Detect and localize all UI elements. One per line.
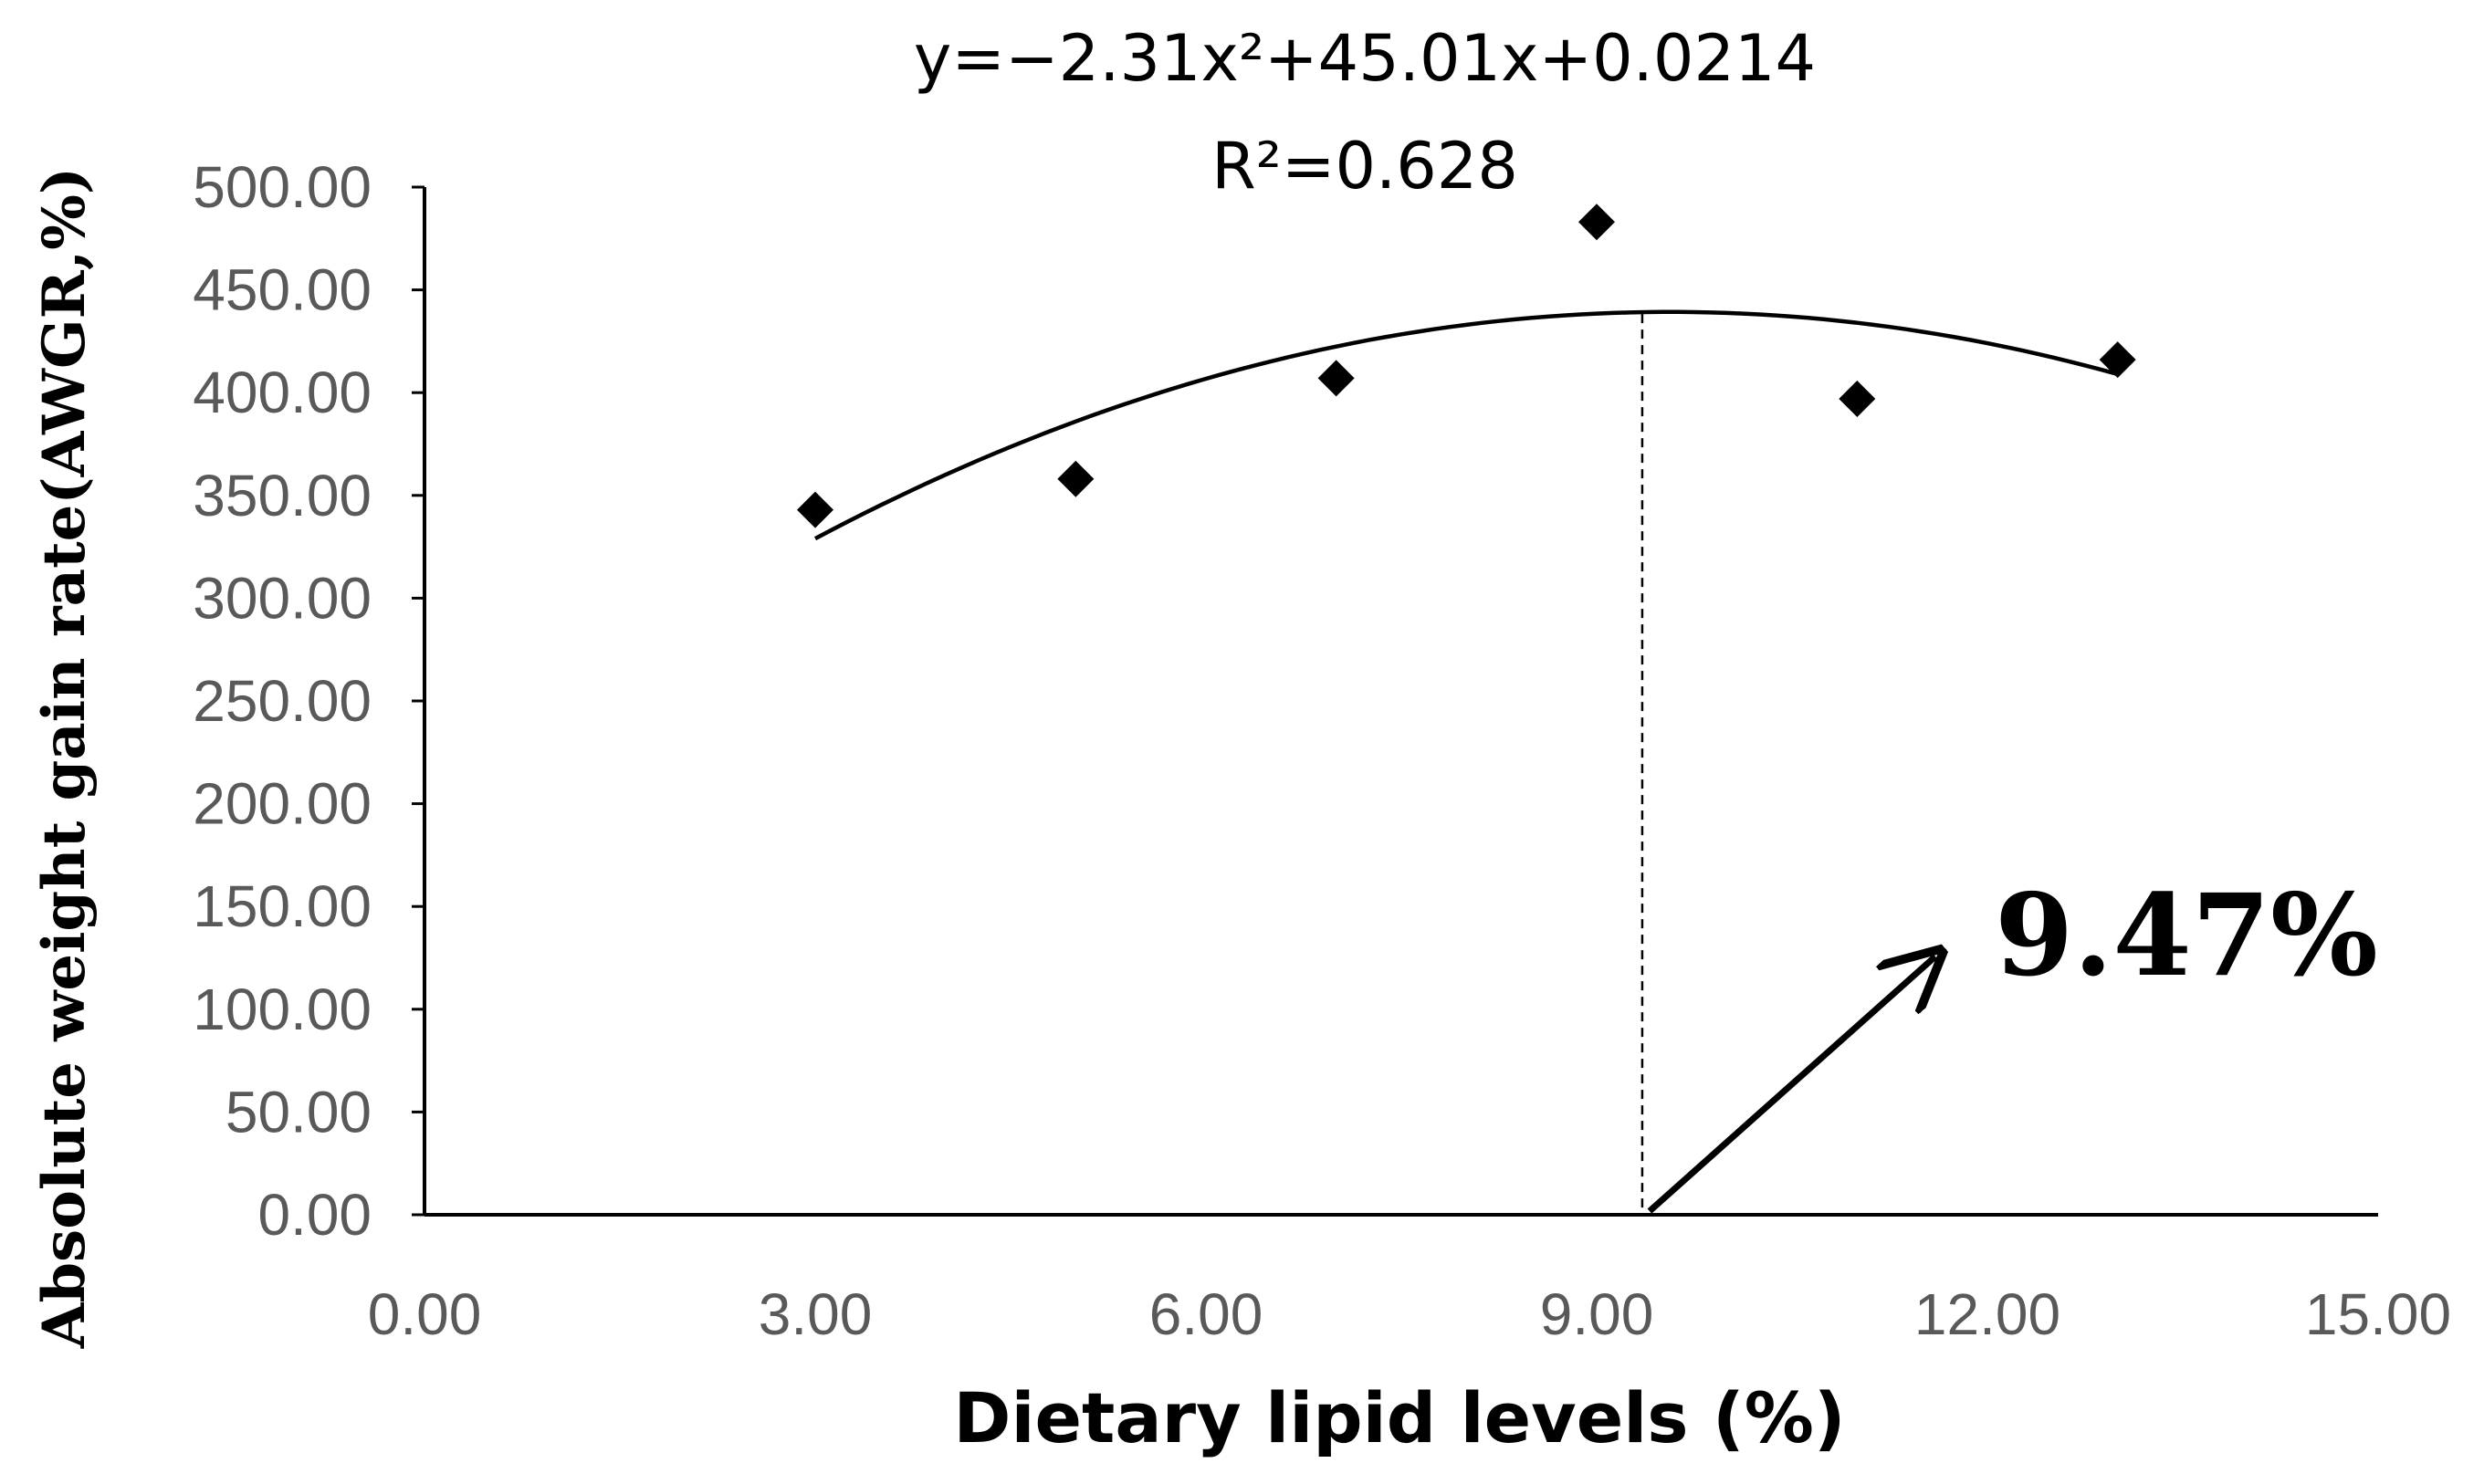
x-tick-label: 6.00 <box>1149 1281 1263 1347</box>
data-point-marker <box>1578 204 1615 241</box>
y-tick-label: 100.00 <box>193 977 372 1042</box>
data-point-marker <box>1317 360 1355 397</box>
data-points <box>797 204 2136 528</box>
y-tick-label: 300.00 <box>193 565 372 631</box>
data-point-marker <box>1057 460 1095 497</box>
y-tick-label: 250.00 <box>193 668 372 734</box>
x-tick-label: 0.00 <box>368 1281 482 1347</box>
x-tick-label: 15.00 <box>2305 1281 2451 1347</box>
y-tick-label: 500.00 <box>193 154 372 220</box>
y-tick-label: 450.00 <box>193 257 372 323</box>
data-point-marker <box>2099 341 2136 379</box>
y-tick-label: 400.00 <box>193 360 372 425</box>
y-axis-title: Absolute weight gain rate(AWGR,%) <box>30 167 99 1349</box>
optimum-label: 9.47% <box>1995 870 2378 1002</box>
x-tick-label: 9.00 <box>1540 1281 1654 1347</box>
x-tick-label: 12.00 <box>1914 1281 2060 1347</box>
x-tick-label: 3.00 <box>759 1281 873 1347</box>
x-tick-labels: 0.00 3.00 6.00 9.00 12.00 15.00 <box>368 1281 2451 1347</box>
y-tick-label: 150.00 <box>193 873 372 939</box>
y-tick-labels: 0.00 50.00 100.00 150.00 200.00 250.00 300.00 3… <box>193 154 424 1248</box>
equation-line-1: y=−2.31x²+45.01x+0.0214 <box>914 21 1816 96</box>
y-tick-label: 0.00 <box>257 1182 372 1248</box>
data-point-marker <box>1839 380 1876 417</box>
y-tick-label: 350.00 <box>193 463 372 528</box>
trendline <box>813 309 2119 541</box>
equation-line-2: R²=0.628 <box>1211 129 1518 204</box>
data-point-marker <box>797 491 833 528</box>
x-axis-title: Dietary lipid levels (%) <box>953 1377 1845 1458</box>
optimum-arrow <box>1647 956 1935 1214</box>
y-tick-label: 50.00 <box>225 1079 372 1144</box>
y-tick-label: 200.00 <box>193 771 372 837</box>
